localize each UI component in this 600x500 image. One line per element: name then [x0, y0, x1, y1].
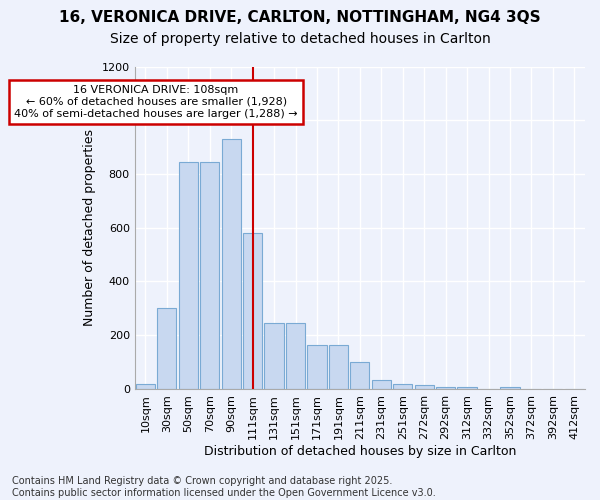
Bar	[393, 384, 412, 389]
Bar	[286, 323, 305, 389]
Bar	[371, 380, 391, 389]
Text: Size of property relative to detached houses in Carlton: Size of property relative to detached ho…	[110, 32, 490, 46]
Bar	[157, 308, 176, 389]
Bar	[221, 139, 241, 389]
Y-axis label: Number of detached properties: Number of detached properties	[83, 129, 96, 326]
Bar	[136, 384, 155, 389]
Bar	[179, 162, 198, 389]
Bar	[243, 233, 262, 389]
Bar	[307, 344, 326, 389]
Bar	[265, 323, 284, 389]
Text: Contains HM Land Registry data © Crown copyright and database right 2025.
Contai: Contains HM Land Registry data © Crown c…	[12, 476, 436, 498]
Bar	[415, 385, 434, 389]
X-axis label: Distribution of detached houses by size in Carlton: Distribution of detached houses by size …	[203, 444, 516, 458]
Bar	[457, 387, 477, 389]
Text: 16, VERONICA DRIVE, CARLTON, NOTTINGHAM, NG4 3QS: 16, VERONICA DRIVE, CARLTON, NOTTINGHAM,…	[59, 10, 541, 25]
Bar	[350, 362, 370, 389]
Bar	[436, 387, 455, 389]
Bar	[500, 387, 520, 389]
Text: 16 VERONICA DRIVE: 108sqm
← 60% of detached houses are smaller (1,928)
40% of se: 16 VERONICA DRIVE: 108sqm ← 60% of detac…	[14, 86, 298, 118]
Bar	[329, 344, 348, 389]
Bar	[200, 162, 220, 389]
